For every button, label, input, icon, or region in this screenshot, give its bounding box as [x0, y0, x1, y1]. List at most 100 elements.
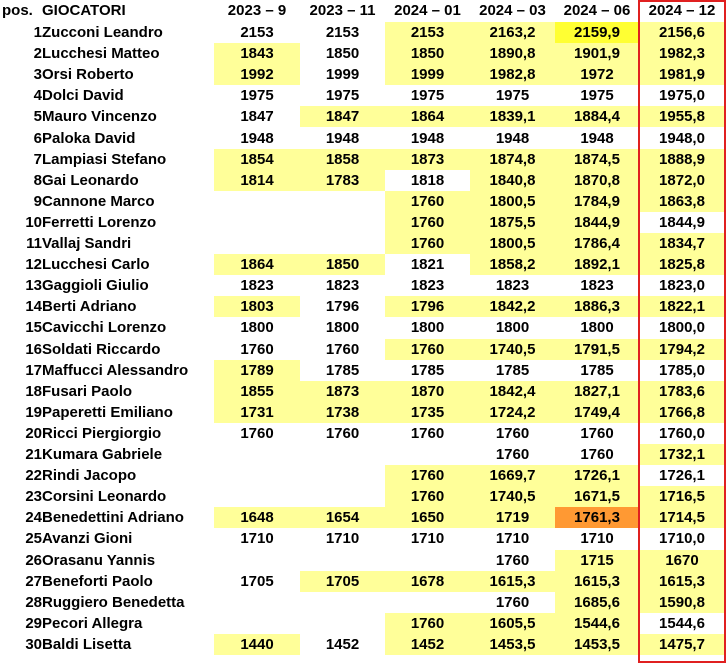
rating-cell: 1671,5	[555, 486, 639, 508]
row-position: 16	[25, 340, 42, 358]
row-position: 13	[25, 277, 42, 295]
rating-cell: 1847	[240, 108, 274, 126]
rating-cell: 1760	[580, 424, 614, 442]
rating-cell: 1705	[240, 572, 274, 590]
table-row: 25 Avanzi Gioni 1710 1710 1710 1710 1710 1710,0	[0, 528, 727, 549]
rating-cell: 1870,8	[555, 169, 639, 191]
row-position: 28	[25, 593, 42, 611]
rating-cell: 1955,8	[639, 106, 725, 128]
player-name: Berti Adriano	[42, 298, 137, 316]
player-name: Orsi Roberto	[42, 66, 134, 84]
rating-cell: 1544,6	[659, 614, 705, 632]
rating-cell: 1999	[325, 66, 360, 84]
rating-cell: 1760,0	[659, 424, 705, 442]
rating-cell: 1785	[410, 361, 445, 379]
rating-cell: 1975	[325, 87, 360, 105]
table-row: 12 Lucchesi Carlo 1864 1850 1821 1858,2 1892,1…	[0, 254, 727, 276]
rating-cell: 1760	[385, 338, 470, 360]
rating-cell: 1872,0	[639, 169, 725, 191]
table-row: 21 Kumara Gabriele 1760 1760 1732,1	[0, 444, 727, 465]
rating-cell: 2163,2	[470, 22, 555, 43]
rating-cell: 1794,2	[639, 338, 725, 360]
table-row: 15 Cavicchi Lorenzo 1800 1800 1800 1800 1800 18…	[0, 317, 727, 338]
rating-cell	[300, 465, 385, 486]
rating-cell: 2159,9	[555, 22, 639, 43]
rating-cell: 1654	[300, 507, 385, 529]
row-position: 9	[33, 192, 42, 210]
table-row: 30 Baldi Lisetta 1440 1452 1452 1453,5 1453,5 1…	[0, 633, 727, 655]
rating-cell: 2156,6	[639, 22, 725, 43]
rating-cell: 1544,6	[555, 612, 639, 634]
rating-cell: 1890,8	[470, 43, 555, 65]
rating-cell: 1842,2	[470, 296, 555, 318]
rating-cell: 1785	[580, 361, 614, 379]
player-name: Vallaj Sandri	[42, 235, 132, 252]
row-position: 18	[25, 382, 42, 400]
rating-cell: 2153	[385, 22, 470, 43]
rating-cell: 1844,9	[659, 213, 705, 231]
table-row: 20 Ricci Piergiorgio 1760 1760 1760 1760 1760 1…	[0, 423, 727, 444]
row-position: 23	[25, 488, 42, 506]
rating-cell: 1823,0	[659, 277, 705, 295]
player-name: Ruggiero Benedetta	[42, 593, 185, 611]
rating-cell: 1992	[214, 64, 300, 86]
rating-cell: 1842,4	[470, 380, 555, 402]
rating-cell: 1760	[495, 551, 530, 569]
rating-cell: 1972	[555, 64, 639, 86]
rating-cell: 2153	[240, 24, 274, 41]
rating-cell: 1605,5	[470, 612, 555, 634]
header-period-5: 2024 – 06	[563, 2, 631, 19]
rating-cell: 1783	[300, 169, 385, 191]
rating-cell	[300, 212, 385, 233]
rating-cell: 1822,1	[639, 296, 725, 318]
row-position: 7	[33, 150, 42, 168]
rating-cell: 1975	[580, 87, 614, 105]
player-name: Avanzi Gioni	[42, 530, 133, 548]
rating-cell: 1740,5	[470, 486, 555, 508]
player-name: Orasanu Yannis	[42, 551, 156, 569]
row-position: 21	[25, 446, 42, 463]
rating-cell: 1858	[300, 148, 385, 170]
player-name: Maffucci Alessandro	[42, 361, 189, 379]
row-position: 26	[25, 551, 42, 569]
rating-cell: 1854	[214, 148, 300, 170]
player-name: Beneforti Paolo	[42, 572, 153, 590]
rating-cell: 1873	[300, 380, 385, 402]
rating-cell: 1823	[580, 277, 614, 295]
rating-cell: 1760	[240, 424, 274, 442]
rating-cell	[385, 444, 470, 465]
rating-cell: 1855	[214, 380, 300, 402]
rating-cell: 1796	[385, 296, 470, 318]
player-name: Baldi Lisetta	[42, 635, 132, 653]
rating-cell: 1760	[385, 486, 470, 508]
rating-cell: 1590,8	[639, 591, 725, 613]
rating-cell: 1719	[470, 507, 555, 529]
player-name: Paloka David	[42, 129, 136, 147]
rating-cell: 1800,0	[659, 319, 705, 337]
rating-cell: 1827,1	[555, 380, 639, 402]
rating-cell: 1685,6	[555, 591, 639, 613]
rating-cell: 1844,9	[555, 211, 639, 233]
rating-cell: 1823	[240, 277, 274, 295]
rating-cell: 1870	[385, 380, 470, 402]
rating-cell: 1710,0	[659, 530, 705, 548]
rating-cell: 1814	[214, 169, 300, 191]
rating-cell: 1760	[495, 593, 530, 611]
rating-cell: 1726,1	[659, 467, 705, 485]
rating-cell	[214, 465, 300, 486]
rating-cell	[300, 550, 385, 571]
rating-cell: 1710	[580, 530, 614, 548]
rating-cell: 1901,9	[555, 43, 639, 65]
player-name: Ferretti Lorenzo	[42, 213, 157, 231]
table-row: 19 Paperetti Emiliano 1731 1738 1735 1724,2 17…	[0, 401, 727, 423]
header-period-4: 2024 – 03	[479, 2, 546, 19]
table-row: 27 Beneforti Paolo 1705 1705 1678 1615,3 1615,…	[0, 570, 727, 592]
rating-cell: 1884,4	[555, 106, 639, 128]
rating-cell: 1714,5	[639, 507, 725, 529]
rating-cell: 1761,3	[555, 507, 639, 529]
rating-cell: 1850	[385, 43, 470, 65]
rating-cell: 1888,9	[639, 148, 725, 170]
player-name: Lucchesi Matteo	[42, 45, 160, 63]
rating-cell: 1847	[300, 106, 385, 128]
player-name: Corsini Leonardo	[42, 488, 167, 506]
